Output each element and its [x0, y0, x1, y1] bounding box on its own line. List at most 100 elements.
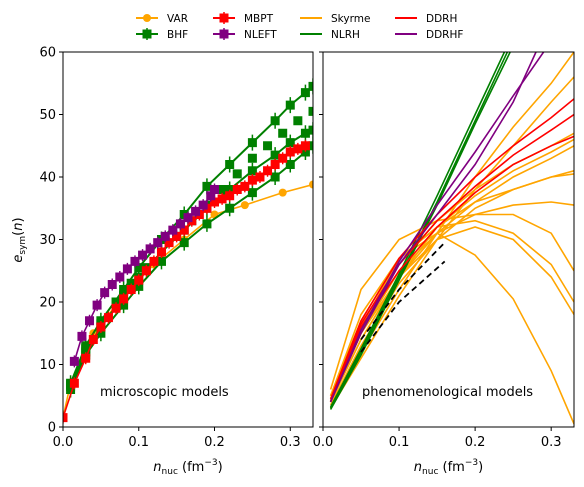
data-point-mbpt	[156, 247, 166, 257]
legend-marker	[142, 29, 152, 39]
legend-marker	[219, 29, 229, 39]
data-point-mbpt	[63, 413, 68, 423]
data-point-bhf	[179, 238, 189, 248]
data-point-bhf	[225, 185, 235, 194]
data-point-bhf	[119, 285, 129, 294]
data-point-bhf	[202, 219, 212, 229]
data-point-bhf	[247, 153, 257, 163]
legend-marker	[143, 14, 151, 22]
data-point-bhf	[270, 116, 280, 126]
data-point-bhf	[247, 188, 257, 198]
data-point-mbpt	[164, 238, 174, 248]
data-point-bhf	[81, 344, 91, 354]
panel-annotation: microscopic models	[100, 385, 229, 400]
data-point-var	[278, 188, 287, 197]
data-point-nleft	[145, 244, 155, 254]
data-point-mbpt	[103, 313, 113, 323]
data-point-bhf	[308, 81, 313, 91]
data-point-bhf	[308, 141, 313, 151]
data-point-mbpt	[247, 175, 257, 185]
series-line-ddrh-1	[329, 113, 574, 402]
data-point-bhf	[270, 150, 280, 160]
series-line-bhf-2	[69, 145, 313, 390]
data-point-bhf	[308, 106, 313, 116]
y-tick-label: 50	[39, 108, 56, 123]
x-tick-label: 0.0	[53, 435, 74, 450]
legend-item-bhf: BHF	[136, 28, 188, 41]
legend-label: VAR	[167, 13, 188, 25]
y-tick-label: 60	[39, 46, 56, 61]
data-point-mbpt	[285, 147, 295, 157]
data-point-bhf	[285, 160, 295, 169]
data-point-bhf	[308, 125, 313, 135]
data-point-mbpt	[293, 144, 303, 154]
legend-item-ddrhf: DDRHF	[395, 29, 463, 41]
x-tick-label: 0.2	[465, 435, 486, 450]
series-line-skyrme-3	[329, 52, 574, 409]
data-point-mbpt	[141, 266, 151, 276]
legend-label: DDRH	[426, 13, 457, 25]
series-line-skyrme-7	[329, 232, 574, 425]
series-line-skyrme-1	[329, 170, 574, 397]
data-point-nleft	[107, 280, 117, 289]
panel-microscopic: 0.0 0.1 0.2 0.3 0 10 20 30 40 50 60 nnuc (fm−3) micr…	[11, 46, 314, 477]
series-line-skyrme-5	[329, 219, 574, 397]
legend-item-var: VAR	[136, 13, 188, 25]
y-tick-label: 20	[39, 296, 56, 311]
legend-label: MBPT	[244, 13, 274, 25]
legend-item-nleft: NLEFT	[213, 28, 277, 41]
data-point-bhf	[225, 203, 235, 213]
legend-label: NLRH	[331, 29, 360, 41]
x-axis-title: nnuc (fm−3)	[153, 458, 222, 477]
data-point-mbpt	[210, 197, 220, 207]
data-point-mbpt	[88, 335, 98, 344]
data-point-bhf	[285, 100, 295, 110]
data-point-mbpt	[126, 285, 136, 294]
data-point-mbpt	[217, 194, 227, 204]
data-point-nleft	[206, 191, 216, 201]
legend-item-mbpt: MBPT	[213, 12, 274, 25]
data-point-bhf	[96, 328, 106, 338]
panel-phenomenological: 0.0 0.1 0.2 0.3 nnuc (fm−3) phenomenological …	[313, 51, 575, 477]
data-point-bhf	[278, 128, 288, 138]
x-tick-label: 0.1	[128, 435, 149, 450]
data-point-mbpt	[81, 353, 91, 363]
data-point-mbpt	[240, 181, 250, 191]
series-line-skyrme-11	[329, 76, 574, 409]
y-tick-label: 40	[39, 171, 56, 186]
legend-item-skyrme: Skyrme	[300, 13, 370, 25]
data-point-nleft	[210, 185, 220, 194]
y-tick-label: 0	[48, 421, 56, 436]
x-tick-label: 0.2	[204, 435, 225, 450]
plot-area	[329, 52, 574, 425]
data-point-nleft	[92, 300, 102, 310]
data-point-mbpt	[255, 172, 265, 182]
data-point-nleft	[130, 256, 140, 266]
panel-annotation: phenomenological models	[362, 385, 533, 400]
y-axis-title: esym(n)	[11, 217, 28, 262]
legend-label: NLEFT	[244, 29, 277, 41]
data-point-mbpt	[119, 294, 129, 304]
series-line-reference-0	[360, 241, 446, 341]
data-point-bhf	[119, 300, 129, 310]
x-tick-label: 0.1	[389, 435, 410, 450]
data-point-nleft	[198, 200, 208, 210]
data-point-nleft	[100, 288, 110, 298]
data-point-bhf	[300, 128, 310, 138]
series-line-ddrh-0	[329, 135, 574, 403]
data-point-nleft	[160, 231, 170, 241]
y-tick-label: 30	[39, 233, 56, 248]
data-point-nleft	[175, 219, 185, 229]
data-point-nleft	[115, 272, 125, 282]
data-point-bhf	[66, 385, 76, 394]
data-point-mbpt	[96, 322, 106, 332]
data-point-mbpt	[149, 256, 159, 266]
legend: VAR BHF MBPT NLEFT Skyrme NLRH DDRH DDRHF	[136, 12, 463, 41]
data-point-mbpt	[179, 225, 189, 235]
x-tick-label: 0.0	[313, 435, 334, 450]
data-point-bhf	[293, 116, 303, 126]
data-point-bhf	[263, 141, 273, 151]
series-line-ddrh-2	[329, 98, 574, 400]
data-point-var	[240, 201, 249, 210]
data-point-bhf	[111, 297, 121, 307]
